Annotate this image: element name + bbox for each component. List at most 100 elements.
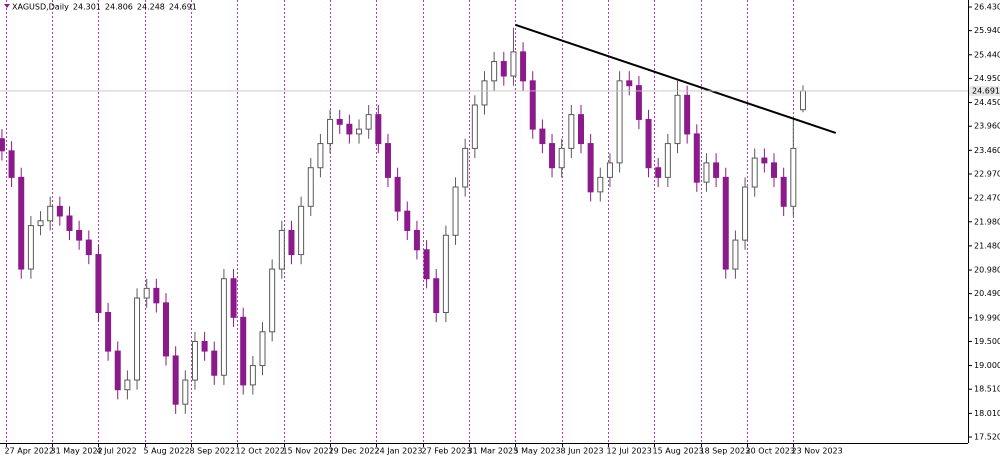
candle-body bbox=[587, 143, 594, 193]
candle-body bbox=[346, 123, 353, 135]
candle-body bbox=[481, 80, 488, 106]
candle-body bbox=[66, 215, 73, 231]
y-tick-label: 20.490 bbox=[974, 289, 1000, 298]
candle-body bbox=[626, 80, 633, 87]
candle-body bbox=[500, 61, 507, 77]
y-tick-label: 19.000 bbox=[974, 361, 1000, 370]
x-tick-label: 27 Feb 2023 bbox=[422, 447, 472, 456]
price-label-box bbox=[969, 85, 1000, 96]
candle-body bbox=[143, 287, 150, 299]
y-tick-label: 19.500 bbox=[974, 337, 1000, 346]
candle-body bbox=[616, 80, 623, 164]
candle-body bbox=[491, 61, 498, 82]
header-value: 24.248 bbox=[137, 3, 165, 12]
x-tick-label: 24 Jan 2023 bbox=[375, 447, 423, 456]
candle-body bbox=[799, 90, 806, 111]
candle-body bbox=[249, 365, 256, 386]
y-tick-label: 18.510 bbox=[974, 385, 1000, 394]
candle-body bbox=[693, 133, 700, 183]
candle-body bbox=[18, 176, 25, 270]
candle-body bbox=[423, 249, 430, 280]
header-value: 24.301 bbox=[73, 3, 101, 12]
y-tick-label: 21.980 bbox=[974, 217, 1000, 226]
candle-body bbox=[549, 143, 556, 169]
candle-body bbox=[114, 350, 121, 391]
candle-body bbox=[413, 229, 420, 251]
candle-body bbox=[751, 157, 758, 188]
candle-body bbox=[761, 157, 768, 164]
trendline bbox=[515, 23, 837, 134]
candle-body bbox=[327, 118, 334, 145]
y-tick-label: 22.470 bbox=[974, 194, 1000, 203]
candle-body bbox=[134, 297, 141, 381]
candle-body bbox=[27, 225, 34, 270]
candle-body bbox=[597, 176, 604, 193]
candle-body bbox=[288, 229, 295, 256]
candle-body bbox=[307, 167, 314, 207]
candle-body bbox=[684, 94, 691, 135]
candle-body bbox=[732, 239, 739, 270]
candle-body bbox=[191, 340, 198, 381]
symbol-icon bbox=[4, 4, 10, 8]
candle-body bbox=[76, 229, 83, 241]
candle-body bbox=[317, 143, 324, 169]
plot bbox=[0, 23, 837, 414]
candle-body bbox=[510, 51, 517, 77]
candle-body bbox=[529, 80, 536, 130]
x-tick-label: 15 Nov 2022 bbox=[283, 447, 334, 456]
price-label: 24.691 bbox=[972, 86, 1000, 95]
candle-body bbox=[606, 162, 613, 178]
x-tick-label: 23 Nov 2023 bbox=[792, 447, 843, 456]
candle-body bbox=[278, 229, 285, 270]
candle-body bbox=[375, 114, 382, 145]
candle-body bbox=[384, 143, 391, 178]
candle-body bbox=[433, 278, 440, 313]
candle-body bbox=[539, 128, 546, 145]
candle-body bbox=[220, 278, 227, 376]
candle-body bbox=[105, 311, 112, 352]
candle-body bbox=[771, 162, 778, 178]
candle-body bbox=[452, 186, 459, 236]
candle-body bbox=[645, 118, 652, 169]
candle-body bbox=[124, 379, 131, 391]
candle-body bbox=[577, 114, 584, 145]
header-value: 24.691 bbox=[169, 3, 197, 12]
candle-body bbox=[404, 210, 411, 231]
y-tick-label: 21.480 bbox=[974, 241, 1000, 250]
candle-body bbox=[259, 331, 266, 367]
y-tick-label: 25.940 bbox=[974, 26, 1000, 35]
candle-body bbox=[0, 138, 5, 152]
x-tick-label: 8 Sep 2022 bbox=[190, 447, 236, 456]
y-tick-label: 24.450 bbox=[974, 98, 1000, 107]
x-tick-label: 12 Jul 2023 bbox=[607, 447, 652, 456]
candle-body bbox=[85, 239, 92, 256]
candle-body bbox=[568, 114, 575, 149]
candle-body bbox=[201, 340, 208, 352]
y-tick-label: 22.970 bbox=[974, 169, 1000, 178]
candle-body bbox=[172, 355, 179, 405]
candle-body bbox=[162, 302, 169, 357]
candle-body bbox=[722, 176, 729, 270]
x-tick-label: 5 May 2023 bbox=[514, 447, 561, 456]
candle-body bbox=[182, 379, 189, 405]
candle-body bbox=[462, 147, 469, 188]
candle-body bbox=[674, 94, 681, 145]
candle-body bbox=[780, 176, 787, 207]
x-tick-label: 15 Aug 2023 bbox=[653, 447, 704, 456]
y-tick-label: 23.460 bbox=[974, 146, 1000, 155]
y-tick-label: 25.440 bbox=[974, 50, 1000, 59]
candle-body bbox=[790, 147, 797, 207]
candle-body bbox=[8, 150, 15, 178]
candle-body bbox=[742, 186, 749, 241]
candle-body bbox=[664, 143, 671, 178]
candle-body bbox=[655, 167, 662, 178]
y-tick-label: 20.980 bbox=[974, 266, 1000, 275]
candle-body bbox=[442, 234, 449, 313]
y-tick-label: 19.990 bbox=[974, 313, 1000, 322]
y-tick-label: 24.950 bbox=[974, 74, 1000, 83]
candle-body bbox=[298, 205, 305, 256]
x-tick-label: 18 Sep 2023 bbox=[700, 447, 751, 456]
x-tick-label: 19 Dec 2022 bbox=[329, 447, 380, 456]
candle-body bbox=[153, 287, 160, 304]
